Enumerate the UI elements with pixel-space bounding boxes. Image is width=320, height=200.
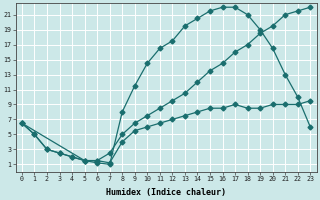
X-axis label: Humidex (Indice chaleur): Humidex (Indice chaleur) — [106, 188, 226, 197]
